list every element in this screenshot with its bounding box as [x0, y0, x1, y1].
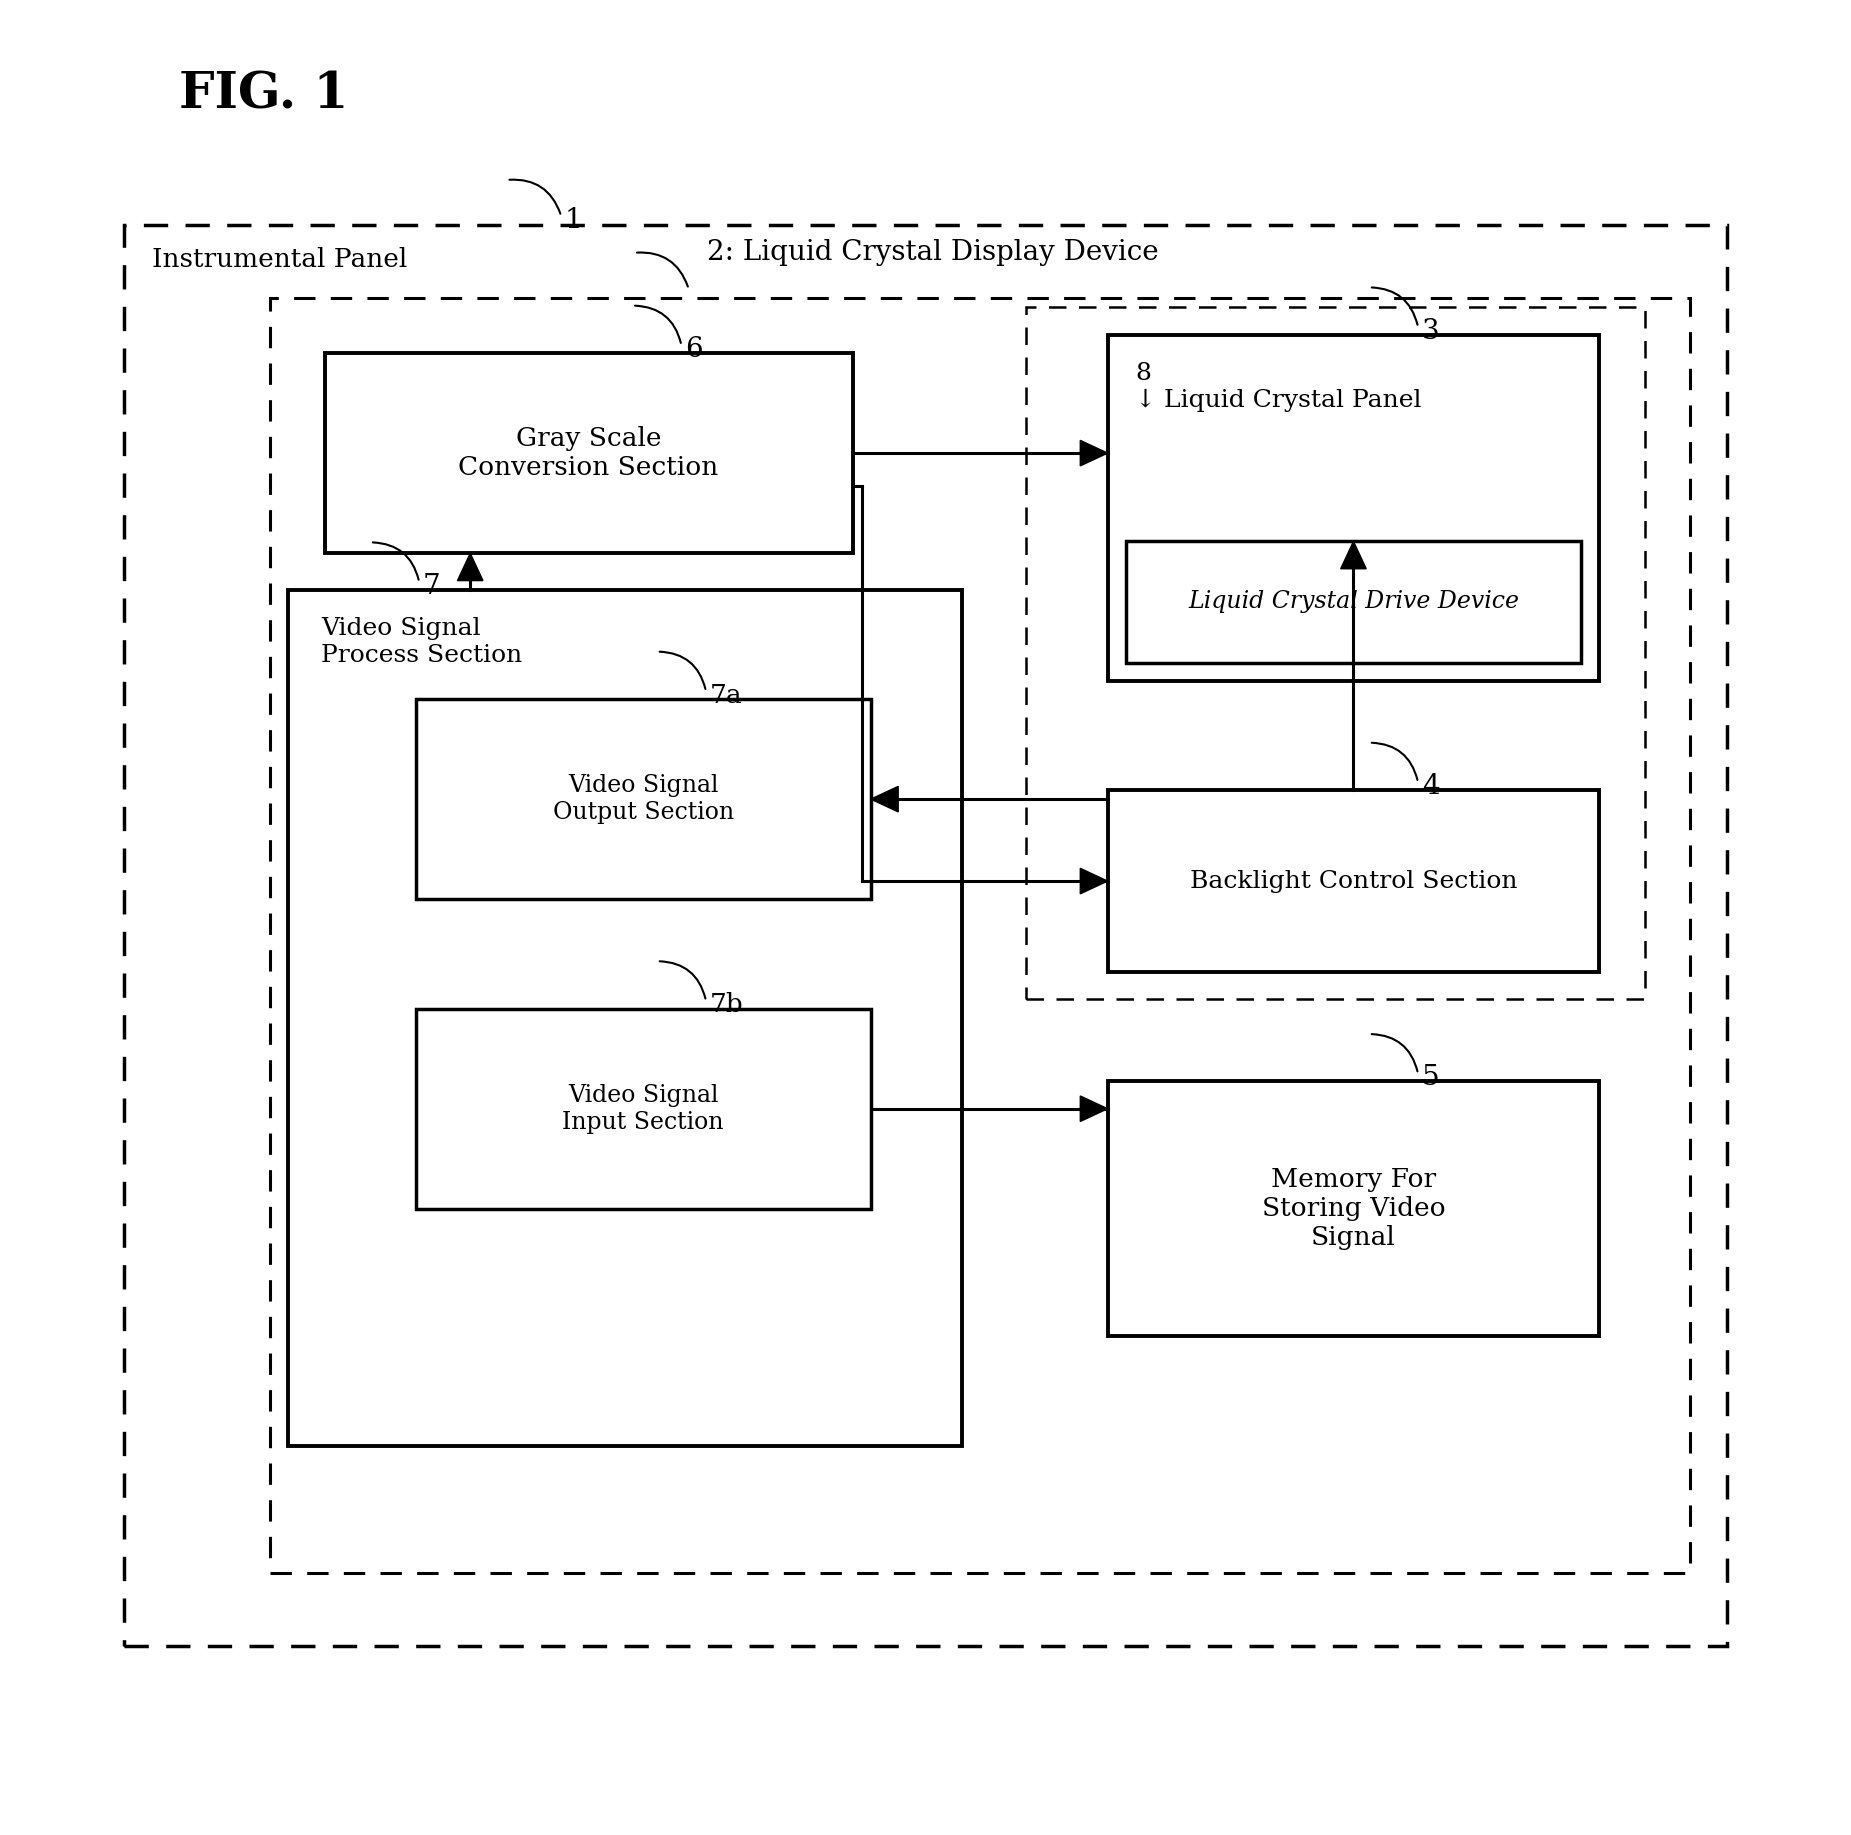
- Polygon shape: [457, 554, 483, 580]
- Text: 7a: 7a: [709, 683, 742, 708]
- Text: Instrumental Panel: Instrumental Panel: [152, 248, 407, 272]
- Text: 5: 5: [1422, 1064, 1440, 1092]
- Text: Video Signal
Process Section: Video Signal Process Section: [320, 617, 522, 666]
- Text: Gray Scale
Conversion Section: Gray Scale Conversion Section: [459, 426, 718, 481]
- Bar: [289, 589, 963, 1446]
- Text: 2: Liquid Crystal Display Device: 2: Liquid Crystal Display Device: [707, 239, 1159, 266]
- Text: Liquid Crystal Drive Device: Liquid Crystal Drive Device: [1188, 591, 1520, 613]
- Text: 6: 6: [685, 336, 703, 363]
- Polygon shape: [1340, 541, 1366, 569]
- Text: Video Signal
Output Section: Video Signal Output Section: [553, 774, 733, 824]
- Polygon shape: [1081, 868, 1107, 894]
- Bar: [1107, 791, 1599, 973]
- Bar: [1125, 541, 1581, 662]
- Bar: [416, 1009, 870, 1209]
- Polygon shape: [870, 787, 898, 811]
- Bar: [324, 352, 853, 554]
- Text: FIG. 1: FIG. 1: [180, 72, 348, 119]
- Bar: [1107, 1081, 1599, 1336]
- Text: 8
↓ Liquid Crystal Panel: 8 ↓ Liquid Crystal Panel: [1135, 361, 1422, 411]
- Bar: [1107, 334, 1599, 681]
- Text: 4: 4: [1422, 773, 1440, 800]
- Text: 3: 3: [1422, 317, 1440, 345]
- Text: 7b: 7b: [709, 993, 744, 1017]
- Text: Video Signal
Input Section: Video Signal Input Section: [563, 1084, 724, 1134]
- Polygon shape: [1081, 440, 1107, 466]
- Text: 7: 7: [422, 573, 441, 600]
- Bar: [416, 699, 870, 899]
- Text: Backlight Control Section: Backlight Control Section: [1190, 870, 1518, 892]
- Polygon shape: [1081, 1095, 1107, 1121]
- Text: 1: 1: [565, 207, 583, 233]
- Text: Memory For
Storing Video
Signal: Memory For Storing Video Signal: [1262, 1167, 1446, 1250]
